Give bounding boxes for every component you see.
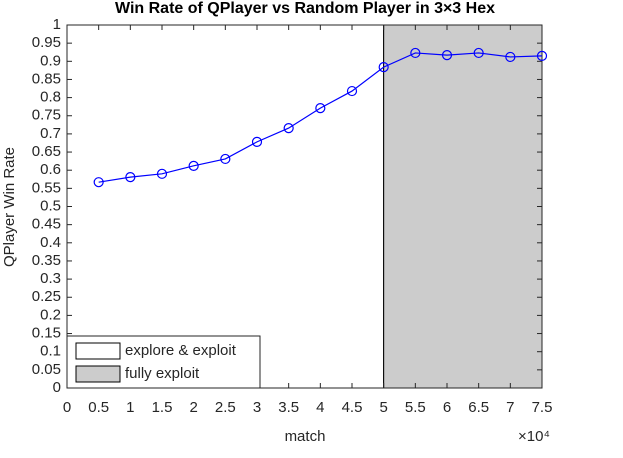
point-marker xyxy=(378,62,389,73)
point-marker xyxy=(220,153,231,165)
y-tick-label: 0 xyxy=(53,379,61,396)
y-tick-label: 0.7 xyxy=(40,125,61,142)
y-tick-label: 0.95 xyxy=(32,34,61,51)
x-tick-label: 6 xyxy=(443,399,451,416)
y-tick-label: 0.75 xyxy=(32,107,61,124)
x-tick-label: 1.5 xyxy=(152,399,173,416)
point-marker xyxy=(505,51,516,63)
y-tick-label: 0.45 xyxy=(32,216,61,233)
y-tick-label: 0.15 xyxy=(32,325,61,342)
y-tick-label: 0.05 xyxy=(32,361,61,378)
y-tick-label: 0.3 xyxy=(40,270,61,287)
y-tick-label: 0.6 xyxy=(40,161,61,178)
series-line xyxy=(98,52,543,183)
point-marker xyxy=(125,171,136,183)
y-tick-label: 0.65 xyxy=(32,143,61,160)
x-tick-label: 4 xyxy=(316,399,324,416)
legend-swatch xyxy=(75,342,121,360)
y-tick-label: 0.8 xyxy=(40,89,61,106)
x-axis-label: match xyxy=(285,428,326,445)
x-exponent: ×10⁴ xyxy=(518,428,550,445)
y-tick-label: 0.5 xyxy=(40,197,61,214)
point-marker xyxy=(251,136,263,147)
x-tick-label: 3 xyxy=(253,399,261,416)
point-marker xyxy=(473,47,484,59)
x-tick-label: 5 xyxy=(379,399,387,416)
x-tick-label: 1 xyxy=(126,399,134,416)
x-tick-label: 7 xyxy=(506,399,514,416)
point-marker xyxy=(93,177,104,188)
x-tick-label: 2.5 xyxy=(215,399,236,416)
x-tick-label: 4.5 xyxy=(342,399,363,416)
region xyxy=(383,24,543,389)
x-tick-label: 2 xyxy=(189,399,197,416)
point-marker xyxy=(188,160,199,171)
point-marker xyxy=(315,103,326,114)
x-tick-label: 7.5 xyxy=(532,399,553,416)
legend-label: fully exploit xyxy=(125,365,200,382)
y-tick-label: 0.9 xyxy=(40,52,61,69)
point-marker xyxy=(536,50,548,61)
x-tick-label: 3.5 xyxy=(278,399,299,416)
y-tick-label: 0.2 xyxy=(40,306,61,323)
y-tick-label: 0.55 xyxy=(32,179,61,196)
y-tick-label: 0.4 xyxy=(40,234,61,251)
region xyxy=(66,24,385,389)
legend-label: explore & exploit xyxy=(125,342,237,359)
y-tick-label: 1 xyxy=(53,16,61,33)
x-tick-label: 5.5 xyxy=(405,399,426,416)
point-marker xyxy=(410,47,421,59)
y-tick-label: 0.1 xyxy=(40,343,61,360)
point-marker xyxy=(441,50,453,61)
point-marker xyxy=(346,85,358,97)
point-marker xyxy=(156,168,168,179)
chart-title: Win Rate of QPlayer vs Random Player in … xyxy=(115,0,495,17)
point-marker xyxy=(283,122,294,134)
y-tick-label: 0.35 xyxy=(32,252,61,269)
x-tick-label: 0 xyxy=(63,399,71,416)
y-tick-label: 0.85 xyxy=(32,70,61,87)
y-tick-label: 0.25 xyxy=(32,288,61,305)
x-tick-label: 0.5 xyxy=(88,399,109,416)
x-tick-label: 6.5 xyxy=(468,399,489,416)
legend-swatch xyxy=(75,365,121,383)
y-axis-label: QPlayer Win Rate xyxy=(1,147,18,267)
